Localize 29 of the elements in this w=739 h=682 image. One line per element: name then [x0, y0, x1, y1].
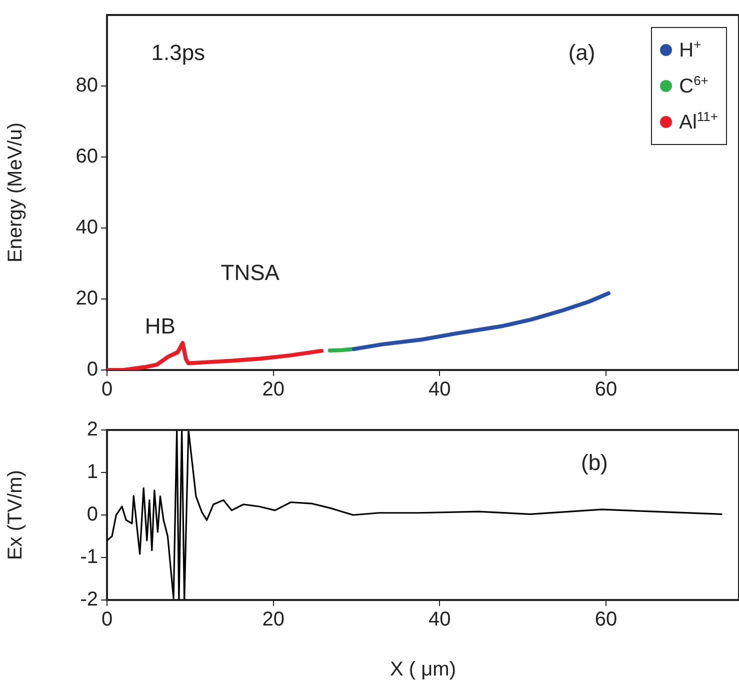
annotation: 1.3ps	[151, 40, 206, 66]
legend-label: C$^{6+}$	[679, 73, 708, 99]
y-tick-label: 0	[86, 504, 98, 526]
y-tick-label: 20	[76, 288, 98, 310]
legend-label: H$^{+}$	[679, 37, 702, 63]
x-tick-label: 20	[262, 608, 284, 631]
x-tick-label: 40	[428, 378, 451, 401]
x-tick-label: 20	[262, 378, 284, 401]
y-axis-title: Energy (MeV/u)	[4, 122, 27, 263]
y-tick-label: 0	[86, 358, 98, 381]
x-tick-label: 40	[428, 608, 451, 631]
x-tick-label: 60	[594, 378, 618, 401]
annotation: HB	[144, 313, 176, 338]
y-tick-label: -2	[80, 588, 98, 611]
x-tick-label: 60	[594, 608, 618, 631]
y-axis-title: Ex (TV/m)	[4, 470, 27, 560]
y-tick-label: 40	[76, 216, 98, 239]
y-tick-label: 60	[76, 146, 98, 168]
y-tick-label: 1	[86, 461, 98, 484]
x-tick-label: 0	[101, 378, 113, 401]
y-tick-label: -1	[80, 546, 98, 568]
annotation: (a)	[568, 40, 596, 66]
y-tick-label: 80	[76, 74, 98, 97]
x-axis-title: X ( μm)	[390, 658, 456, 681]
annotation: (b)	[581, 450, 608, 476]
x-tick-label: 0	[101, 608, 113, 631]
annotation: TNSA	[220, 260, 280, 286]
y-tick-label: 2	[86, 418, 98, 441]
legend-label: Al$^{11+}$	[679, 109, 718, 135]
